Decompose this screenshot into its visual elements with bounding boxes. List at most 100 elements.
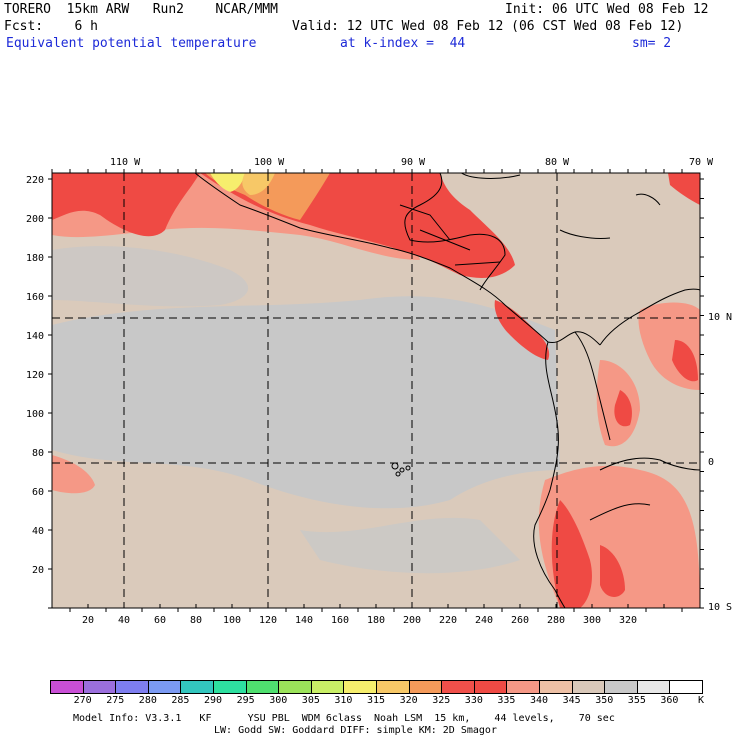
colorbar-label: 330	[464, 695, 483, 706]
theta-e-350-northwest	[52, 246, 249, 307]
y-tick: 180	[26, 253, 45, 264]
theta-e-330-peru	[551, 500, 592, 608]
theta-e-330-peru-2	[600, 545, 625, 597]
colorbar-swatch	[636, 680, 671, 694]
colorbar-label: 315	[367, 695, 386, 706]
field-name: Equivalent potential temperature	[6, 36, 257, 51]
colorbar-label: 295	[236, 695, 255, 706]
x-tick: 60	[154, 615, 167, 626]
theta-e-315-mexico	[242, 173, 275, 195]
lon-label-90w: 90 W	[401, 157, 426, 168]
x-tick: 120	[259, 615, 278, 626]
y-tick: 80	[32, 448, 45, 459]
theta-e-330-pacific-nw	[52, 173, 200, 237]
colorbar-label: 325	[432, 695, 451, 706]
lat-label-10s: 10 S	[708, 602, 733, 613]
x-tick: 140	[295, 615, 314, 626]
init-time: Init: 06 UTC Wed 08 Feb 12	[505, 2, 709, 17]
x-tick: 20	[82, 615, 95, 626]
colorbar-swatch	[408, 680, 443, 694]
forecast-hour: Fcst: 6 h	[4, 19, 98, 34]
colorbar-swatch	[310, 680, 345, 694]
lat-label-0: 0	[708, 457, 715, 468]
x-tick: 160	[331, 615, 350, 626]
colorbar-label: 305	[301, 695, 320, 706]
colorbar-label: 350	[595, 695, 614, 706]
x-tick: 220	[439, 615, 458, 626]
y-tick: 140	[26, 331, 45, 342]
colorbar-label: 355	[627, 695, 646, 706]
colorbar-swatch	[213, 680, 247, 694]
lat-label-10n: 10 N	[708, 312, 733, 323]
x-tick: 100	[223, 615, 242, 626]
x-tick: 80	[190, 615, 203, 626]
colorbar-swatch	[278, 680, 313, 694]
colorbar-swatch	[669, 680, 704, 694]
theta-e-330-venezuela	[672, 340, 698, 382]
theta-e-335-west-patch	[52, 455, 95, 494]
colorbar-label: 290	[204, 695, 223, 706]
colorbar-swatch	[376, 680, 410, 694]
colorbar-label: 335	[497, 695, 516, 706]
colorbar-unit: K	[698, 695, 705, 706]
lon-label-70w: 70 W	[689, 157, 714, 168]
x-tick: 240	[475, 615, 494, 626]
model-info: Model Info: V3.3.1 KF YSU PBL WDM 6class…	[73, 713, 615, 724]
colorbar-swatch	[82, 680, 117, 694]
colorbar-label: 340	[530, 695, 549, 706]
theta-e-350-south	[300, 517, 520, 574]
y-tick: 60	[32, 487, 45, 498]
x-tick: 260	[511, 615, 530, 626]
colorbar-swatch	[539, 680, 573, 694]
colorbar-swatch	[343, 680, 378, 694]
colorbar-swatch	[115, 680, 150, 694]
x-tick: 280	[547, 615, 566, 626]
colorbar-label: 310	[334, 695, 353, 706]
colorbar-label: 360	[660, 695, 679, 706]
theta-e-330-costa-rica	[494, 300, 550, 360]
lon-label-100w: 100 W	[254, 157, 285, 168]
valid-time: Valid: 12 UTC Wed 08 Feb 12 (06 CST Wed …	[292, 19, 684, 34]
theta-e-310-mexico	[210, 173, 245, 192]
colorbar-swatch	[180, 680, 215, 694]
theta-e-350-band-2	[52, 357, 455, 428]
lon-label-110w: 110 W	[110, 157, 141, 168]
y-tick: 120	[26, 370, 45, 381]
graticule	[52, 173, 700, 608]
axis-ticks	[48, 169, 704, 612]
theta-e-330-caribbean	[668, 173, 700, 205]
colorbar-swatch	[571, 680, 606, 694]
colorbar-label: 280	[138, 695, 157, 706]
model-title: TORERO 15km ARW Run2 NCAR/MMM	[4, 2, 278, 17]
x-tick: 200	[403, 615, 422, 626]
y-tick: 20	[32, 565, 45, 576]
y-tick: 40	[32, 526, 45, 537]
colorbar-label: 275	[106, 695, 125, 706]
y-tick: 200	[26, 214, 45, 225]
colorbar-label: 345	[562, 695, 581, 706]
colorbar-swatch	[441, 680, 476, 694]
x-tick: 40	[118, 615, 131, 626]
x-tick: 320	[619, 615, 638, 626]
colorbar-label: 285	[171, 695, 190, 706]
colorbar-label: 320	[399, 695, 418, 706]
x-tick: 300	[583, 615, 602, 626]
colorbar-label: 300	[269, 695, 288, 706]
physics-info: LW: Godd SW: Goddard DIFF: simple KM: 2D…	[214, 725, 497, 736]
colorbar-swatch	[245, 680, 280, 694]
lon-label-80w: 80 W	[545, 157, 570, 168]
smoothing-label: sm= 2	[632, 36, 672, 51]
colorbar-swatch	[473, 680, 508, 694]
colorbar-swatch	[604, 680, 639, 694]
colorbar-swatch	[506, 680, 541, 694]
level-index: at k-index = 44	[340, 36, 466, 51]
colorbar-label: 270	[73, 695, 92, 706]
coastlines	[194, 173, 700, 608]
colorbar-swatch	[147, 680, 182, 694]
y-tick: 220	[26, 175, 45, 186]
y-tick: 160	[26, 292, 45, 303]
theta-e-330-colombia	[614, 390, 632, 427]
x-tick: 180	[367, 615, 386, 626]
y-tick: 100	[26, 409, 45, 420]
